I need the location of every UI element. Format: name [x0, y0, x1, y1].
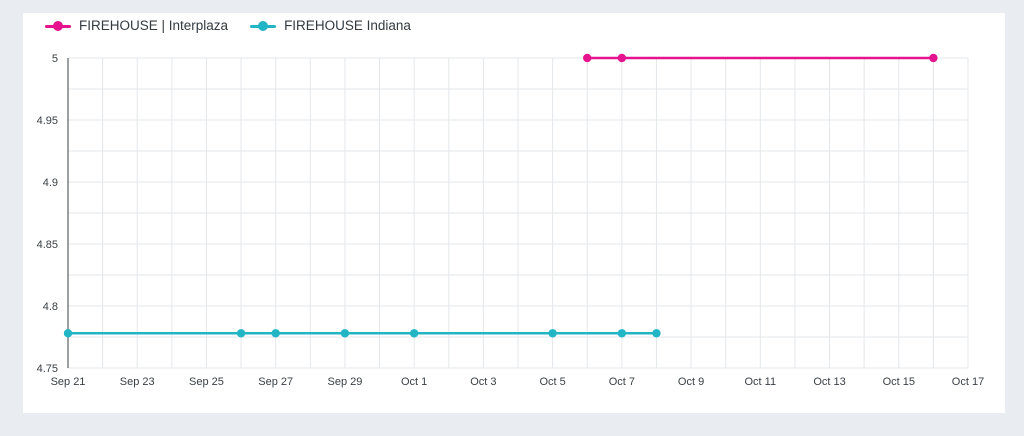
x-tick-label: Oct 15: [883, 376, 915, 388]
x-tick-label: Oct 3: [470, 376, 496, 388]
data-point: [548, 329, 557, 338]
x-tick-label: Sep 21: [51, 376, 86, 388]
data-point: [929, 53, 938, 63]
data-point: [583, 53, 592, 63]
legend-swatch-interplaza: [45, 20, 71, 32]
legend-item-interplaza[interactable]: FIREHOUSE | Interplaza: [45, 18, 228, 33]
chart-legend: FIREHOUSE | Interplaza FIREHOUSE Indiana: [45, 18, 411, 33]
x-tick-label: Sep 29: [327, 376, 362, 388]
x-tick-label: Oct 13: [813, 376, 845, 388]
data-point: [409, 329, 419, 338]
data-point: [63, 329, 73, 338]
legend-label-interplaza: FIREHOUSE | Interplaza: [79, 18, 229, 33]
y-tick-label: 4.85: [37, 239, 58, 251]
y-tick-label: 5: [52, 53, 58, 65]
data-point: [617, 53, 627, 63]
x-tick-label: Oct 1: [401, 376, 427, 388]
data-point: [236, 329, 246, 338]
y-tick-label: 4.95: [37, 115, 58, 127]
x-tick-label: Oct 7: [609, 376, 635, 388]
x-tick-label: Oct 5: [539, 376, 565, 388]
data-point: [340, 329, 350, 338]
x-tick-label: Sep 27: [258, 376, 293, 388]
y-tick-label: 4.9: [43, 177, 58, 189]
x-tick-label: Oct 9: [678, 376, 704, 388]
y-tick-label: 4.75: [37, 363, 58, 375]
x-tick-label: Oct 17: [952, 376, 984, 388]
data-point: [652, 329, 661, 338]
x-tick-label: Sep 25: [189, 376, 224, 388]
data-point: [271, 329, 280, 338]
y-tick-label: 4.8: [43, 301, 58, 313]
x-tick-label: Oct 11: [745, 376, 777, 388]
legend-swatch-indiana: [250, 20, 277, 32]
x-tick-label: Sep 23: [120, 376, 155, 388]
legend-label-indiana: FIREHOUSE Indiana: [284, 18, 411, 33]
legend-item-indiana[interactable]: FIREHOUSE Indiana: [250, 18, 411, 33]
data-point: [617, 329, 627, 338]
